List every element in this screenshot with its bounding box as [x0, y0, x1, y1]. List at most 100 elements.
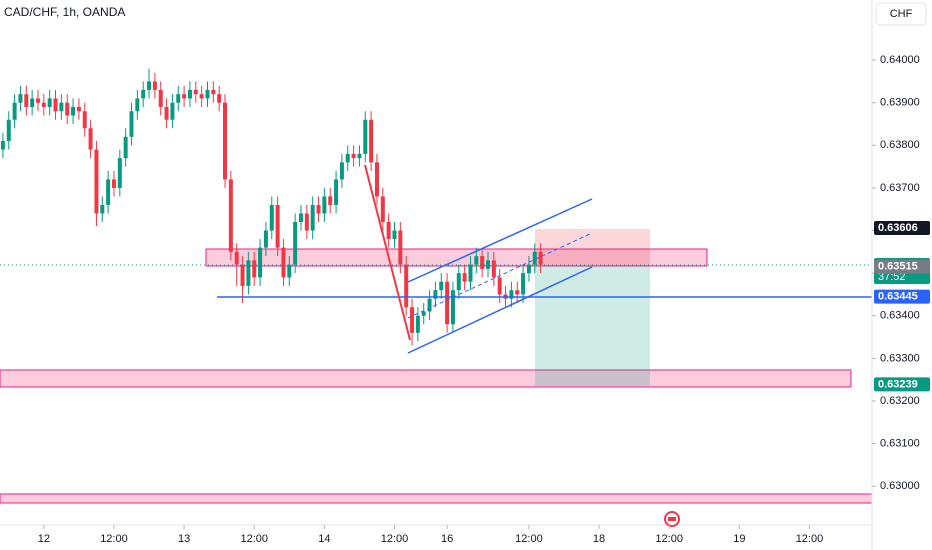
- candle-body: [380, 196, 385, 223]
- candle-body: [433, 290, 438, 299]
- candle-body: [41, 102, 46, 107]
- x-tick-label: 12:00: [100, 533, 128, 545]
- candle-body: [0, 141, 5, 150]
- candle-body: [526, 264, 531, 274]
- candle-body: [59, 102, 64, 112]
- candle-body: [480, 256, 485, 269]
- candle-body: [328, 196, 333, 205]
- target-area: [535, 266, 650, 386]
- price-label: 0.63239: [878, 378, 918, 390]
- candle-body: [374, 162, 379, 197]
- candle-body: [234, 251, 239, 265]
- candle-body: [205, 89, 210, 99]
- y-tick-label: 0.63200: [880, 395, 920, 407]
- candle-body: [252, 260, 257, 278]
- candle-body: [386, 222, 391, 240]
- candle-body: [100, 204, 105, 214]
- candle-body: [106, 179, 111, 205]
- candle-body: [404, 264, 409, 308]
- candle-body: [474, 256, 479, 265]
- candle-body: [24, 94, 29, 107]
- stop-area: [535, 229, 650, 266]
- y-tick-label: 0.63400: [880, 310, 920, 322]
- candle-body: [515, 290, 520, 295]
- y-tick-label: 0.63100: [880, 438, 920, 450]
- candle-body: [363, 119, 368, 154]
- candle-body: [334, 179, 339, 205]
- candle-body: [427, 298, 432, 312]
- resistance-zone: [205, 248, 708, 267]
- candle-body: [217, 94, 222, 103]
- event-icon-flag: [668, 517, 676, 521]
- candle-body: [339, 162, 344, 180]
- candle-body: [53, 98, 58, 112]
- candle-body: [65, 102, 70, 116]
- candle-body: [47, 98, 52, 107]
- candle-body: [6, 119, 11, 142]
- channel-middle: [407, 232, 593, 319]
- candle-body: [532, 251, 537, 265]
- candle-body: [538, 251, 543, 265]
- trend-line: [364, 164, 411, 341]
- candle-body: [357, 153, 362, 159]
- candle-body: [456, 273, 461, 291]
- candle-body: [187, 89, 192, 99]
- candle-body: [345, 153, 350, 163]
- candle-body: [263, 230, 268, 248]
- candle-body: [147, 81, 152, 90]
- candle-body: [509, 290, 514, 299]
- y-tick-label: 0.63900: [880, 97, 920, 109]
- candle-body: [199, 94, 204, 99]
- candle-body: [392, 230, 397, 240]
- currency-button[interactable]: [875, 2, 927, 26]
- candle-body: [246, 260, 251, 286]
- candle-body: [170, 102, 175, 120]
- candle-body: [141, 89, 146, 99]
- x-tick-label: 19: [733, 533, 745, 545]
- candle-body: [211, 89, 216, 95]
- x-tick-label: 16: [441, 533, 453, 545]
- x-tick-label: 13: [178, 533, 190, 545]
- candle-body: [369, 119, 374, 163]
- currency[interactable]: CHF: [890, 8, 913, 20]
- candle-body: [30, 98, 35, 107]
- candle-body: [410, 307, 415, 333]
- y-tick-label: 0.63800: [880, 139, 920, 151]
- candle-body: [521, 273, 526, 295]
- candle-body: [129, 111, 134, 137]
- y-tick-label: 0.63700: [880, 182, 920, 194]
- candle-body: [415, 315, 420, 333]
- price-label: 0.63445: [878, 290, 918, 302]
- candle-body: [94, 149, 99, 214]
- price-label-box: [874, 259, 930, 274]
- y-tick-label: 0.63000: [880, 480, 920, 492]
- candle-body: [304, 213, 309, 231]
- candle-body: [445, 281, 450, 325]
- candle-body: [240, 264, 245, 286]
- candle-body: [497, 277, 502, 295]
- y-tick-label: 0.64000: [880, 54, 920, 66]
- candle-body: [298, 213, 303, 223]
- candle-body: [158, 89, 163, 107]
- candle-body: [450, 290, 455, 325]
- candle-body: [228, 179, 233, 252]
- price-label-box: [874, 289, 930, 304]
- candle-body: [182, 94, 187, 99]
- candle-body: [88, 128, 93, 150]
- x-tick-label: 18: [593, 533, 605, 545]
- x-tick-label: 12:00: [515, 533, 543, 545]
- candle-body: [322, 196, 327, 214]
- price-label-box: [874, 220, 930, 235]
- x-tick-label: 12:00: [655, 533, 683, 545]
- x-tick-label: 12: [38, 533, 50, 545]
- candle-body: [462, 273, 467, 282]
- candle-body: [193, 89, 198, 95]
- x-tick-label: 12:00: [381, 533, 409, 545]
- candle-body: [281, 247, 286, 278]
- x-tick-label: 14: [318, 533, 330, 545]
- candle-body: [316, 204, 321, 214]
- candle-body: [164, 106, 169, 120]
- candle-body: [310, 204, 315, 231]
